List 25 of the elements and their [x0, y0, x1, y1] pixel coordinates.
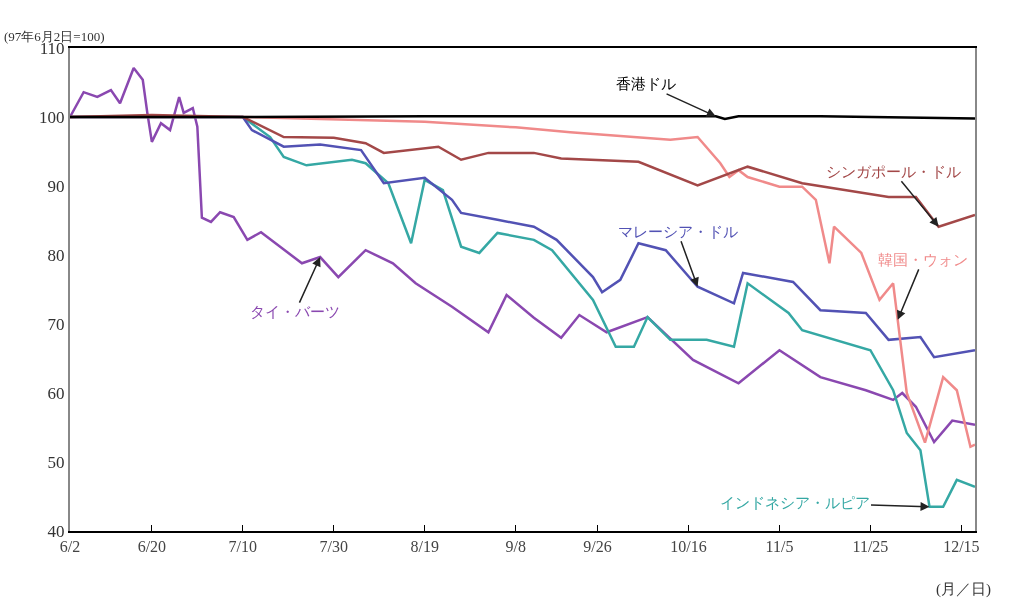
y-tick-label: 80	[47, 245, 65, 265]
series-label: シンガポール・ドル	[826, 164, 961, 180]
x-tick-label: 6/20	[137, 538, 167, 556]
series-label: タイ・バーツ	[250, 304, 340, 320]
x-tick-label: 11/25	[852, 538, 889, 556]
x-tick-label: 9/26	[583, 538, 612, 556]
series-label: 韓国・ウォン	[878, 252, 968, 268]
y-tick-label: 40	[47, 521, 65, 541]
y-tick-label: 70	[47, 314, 65, 334]
x-tick-label: 9/8	[505, 538, 526, 556]
text: インドネシア・ルピア	[720, 495, 870, 511]
x-tick-label: 10/16	[670, 538, 707, 556]
series-label: マレーシア・ドル	[618, 224, 738, 240]
x-tick-label: 11/5	[765, 538, 794, 556]
x-tick-label: 8/19	[410, 538, 439, 556]
x-tick-label: 6/2	[59, 538, 81, 556]
x-tick-label: 7/30	[319, 538, 348, 556]
series-label: 香港ドル	[616, 76, 676, 92]
y-tick-label: 50	[47, 452, 65, 472]
x-tick-label: 7/10	[228, 538, 258, 556]
x-axis-title: (月／日)	[936, 581, 991, 598]
y-tick-label: 60	[47, 383, 65, 403]
x-tick-label: 12/15	[943, 538, 980, 556]
y-tick-label: 90	[47, 176, 65, 196]
y-tick-label: 100	[39, 107, 65, 127]
